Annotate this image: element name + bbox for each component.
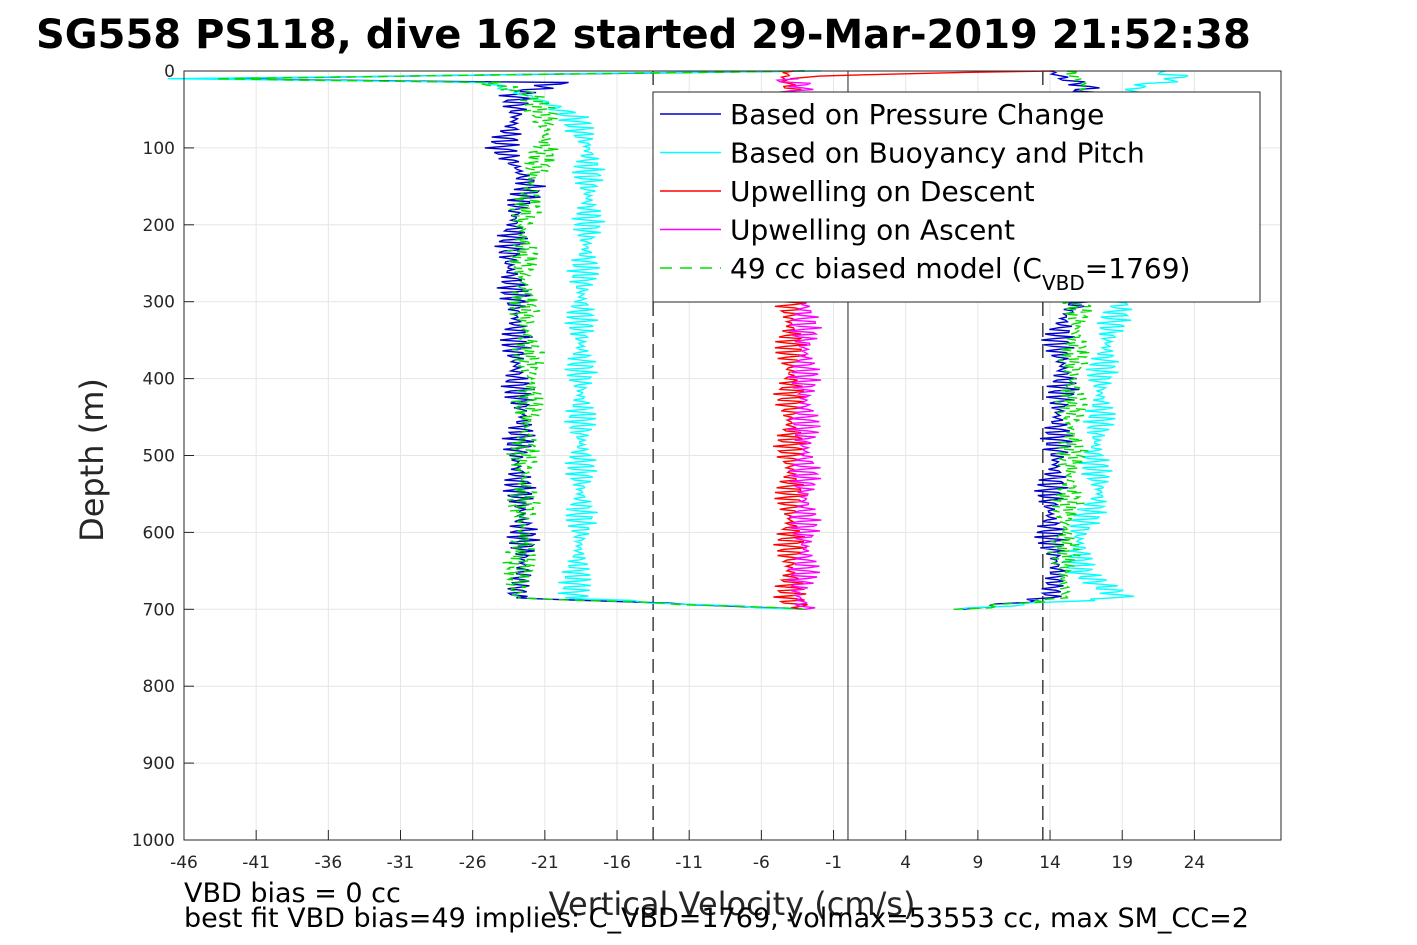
x-tick-label: -11 [675,853,703,873]
legend: Based on Pressure Change Based on Buoyanc… [652,91,1261,303]
y-tick-label: 800 [143,677,175,697]
x-tick-label: -26 [459,853,487,873]
y-tick-label: 100 [143,139,175,159]
y-tick-label: 600 [143,523,175,543]
legend-label: Based on Pressure Change [730,98,1104,131]
x-tick-label: 24 [1184,853,1206,873]
vbd-bias-note: VBD bias = 0 cc [184,878,401,909]
x-tick-label: -6 [753,853,770,873]
x-tick-label: -16 [603,853,631,873]
y-tick-label: 500 [143,447,175,467]
x-tick-label: -1 [825,853,842,873]
x-tick-label: -21 [531,853,559,873]
y-tick-label: 0 [164,62,175,82]
y-tick-label: 700 [143,600,175,620]
y-tick-labels: 0 100 200 300 400 500 600 700 800 900 1000 [132,62,194,851]
y-tick-label: 300 [143,293,175,313]
legend-subscript: VBD [1042,271,1085,295]
y-axis-label: Depth (m) [73,378,111,542]
legend-label: Upwelling on Descent [730,175,1035,208]
y-tick-label: 1000 [132,831,175,851]
chart-title: SG558 PS118, dive 162 started 29-Mar-201… [36,12,1251,58]
legend-label: Based on Buoyancy and Pitch [730,137,1145,170]
x-tick-label: 9 [972,853,983,873]
series-line-5-descent [215,70,805,610]
x-tick-label: -31 [387,853,415,873]
series-line-3-ascent [790,70,1055,80]
legend-label-tail: =1769) [1085,252,1191,285]
x-tick-label: -36 [314,853,342,873]
legend-box [652,91,1261,303]
y-tick-label: 400 [143,370,175,390]
x-tick-label: 4 [900,853,911,873]
y-tick-label: 200 [143,216,175,236]
x-tick-label: -41 [242,853,270,873]
x-axis-label: Vertical Velocity (cm/s) [549,885,916,923]
x-tick-labels: -46 -41 -36 -31 -26 -21 -16 -11 -6 -1 4 9 14 19 24 [170,830,1205,873]
series-line-1-descent [193,70,805,610]
legend-label: Upwelling on Ascent [730,214,1015,247]
best-fit-note: best fit VBD bias=49 implies: C_VBD=1769… [184,903,1249,934]
x-tick-label: -46 [170,853,198,873]
series-line-2-descent [167,70,821,610]
x-tick-label: 14 [1039,853,1061,873]
x-tick-label: 19 [1111,853,1133,873]
y-tick-label: 900 [143,754,175,774]
